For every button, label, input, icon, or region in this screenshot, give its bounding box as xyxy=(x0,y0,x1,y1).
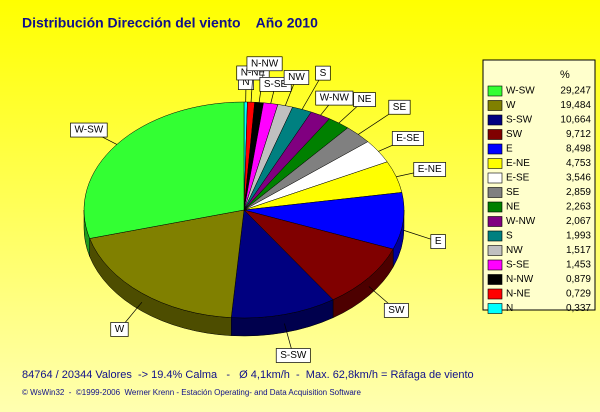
legend-label: E-SE xyxy=(506,173,530,184)
footnote: 84764 / 20344 Valores -> 19.4% Calma - Ø… xyxy=(22,369,474,381)
legend-value: 8,498 xyxy=(566,144,591,155)
legend-value: 1,993 xyxy=(566,231,591,242)
slice-label: NE xyxy=(358,94,372,105)
slice-label: S-SW xyxy=(280,350,307,361)
legend-swatch xyxy=(487,274,503,285)
legend-label: S-SE xyxy=(506,260,530,271)
legend-label: NW xyxy=(506,245,523,256)
legend-swatch xyxy=(487,129,503,140)
slice-label: N-NW xyxy=(251,58,279,69)
legend-swatch xyxy=(487,230,503,242)
legend-value: 10,664 xyxy=(560,115,591,126)
legend-swatch xyxy=(487,158,503,169)
legend-value: 4,753 xyxy=(566,158,591,169)
slice-label: S xyxy=(320,68,327,79)
slice-label: E-NE xyxy=(418,164,442,175)
slice-label-box xyxy=(246,56,283,72)
legend-value: 29,247 xyxy=(560,86,591,97)
legend-value: 1,453 xyxy=(566,260,591,271)
slice-label-box xyxy=(353,92,376,107)
slice-label: E-SE xyxy=(396,133,420,144)
legend-value: 0,729 xyxy=(566,289,591,300)
legend-title: % xyxy=(560,69,570,81)
pie-slice xyxy=(243,192,405,250)
slice-label-box xyxy=(383,303,409,318)
slice-label-box xyxy=(413,162,447,177)
slice-label-box xyxy=(315,65,331,81)
legend-label: E xyxy=(506,144,513,155)
legend-swatch xyxy=(487,201,503,213)
legend-swatch xyxy=(487,172,503,184)
chart-title: Distribución Dirección del viento Año 20… xyxy=(22,15,318,31)
legend-swatch xyxy=(487,85,503,97)
slice-label-box xyxy=(110,322,129,337)
legend-label: SW xyxy=(506,129,523,140)
legend-swatch xyxy=(487,216,503,227)
legend-swatch xyxy=(487,187,503,198)
legend-swatch xyxy=(487,114,503,126)
slice-label: SE xyxy=(393,102,407,113)
pie-slice xyxy=(89,209,245,318)
legend-value: 2,859 xyxy=(566,187,591,198)
slice-label: W-SW xyxy=(74,125,103,136)
slice-label-box xyxy=(70,122,108,138)
slice-label: N xyxy=(242,77,249,88)
slice-label-box xyxy=(275,348,311,363)
legend-label: S-SW xyxy=(506,115,533,126)
slice-label-box xyxy=(315,90,354,106)
legend-label: W-NW xyxy=(506,216,536,227)
legend-label: E-NE xyxy=(506,158,530,169)
legend-value: 19,484 xyxy=(560,100,591,111)
legend-value: 0,337 xyxy=(566,303,591,314)
credit: © WsWin32 - ©1999-2006 Werner Krenn - Es… xyxy=(22,388,361,397)
slice-label: W-NW xyxy=(320,93,350,104)
legend-label: W-SW xyxy=(506,86,535,97)
pie-slice xyxy=(230,209,334,319)
slice-label: NW xyxy=(288,72,305,83)
legend-swatch xyxy=(487,100,503,111)
pie-slice xyxy=(243,209,394,301)
legend-swatch xyxy=(487,143,503,155)
slice-label-box xyxy=(283,70,310,85)
legend-value: 0,879 xyxy=(566,274,591,285)
legend-label: N xyxy=(506,303,513,314)
legend-value: 1,517 xyxy=(566,245,591,256)
slice-label: S-SE xyxy=(264,79,288,90)
slice-label-box xyxy=(391,131,424,146)
slice-label: E xyxy=(435,236,442,247)
legend-box xyxy=(482,59,596,311)
legend-label: N-NE xyxy=(506,289,531,300)
legend-value: 3,546 xyxy=(566,173,591,184)
legend-value: 2,263 xyxy=(566,202,591,213)
legend-value: 2,067 xyxy=(566,216,591,227)
legend-swatch xyxy=(487,288,503,300)
legend-label: N-NW xyxy=(506,274,534,285)
legend-value: 9,712 xyxy=(566,129,591,140)
slice-label: N-NE xyxy=(241,68,266,79)
legend-label: S xyxy=(506,231,513,242)
legend-swatch xyxy=(487,303,503,314)
slice-label: W xyxy=(115,324,125,335)
slice-label: SW xyxy=(388,305,405,316)
slice-label-box xyxy=(430,234,446,249)
legend-label: NE xyxy=(506,202,520,213)
legend-swatch xyxy=(487,245,503,256)
legend-label: W xyxy=(506,100,516,111)
legend-label: SE xyxy=(506,187,520,198)
legend-swatch xyxy=(487,259,503,271)
slice-label-box xyxy=(388,99,411,115)
